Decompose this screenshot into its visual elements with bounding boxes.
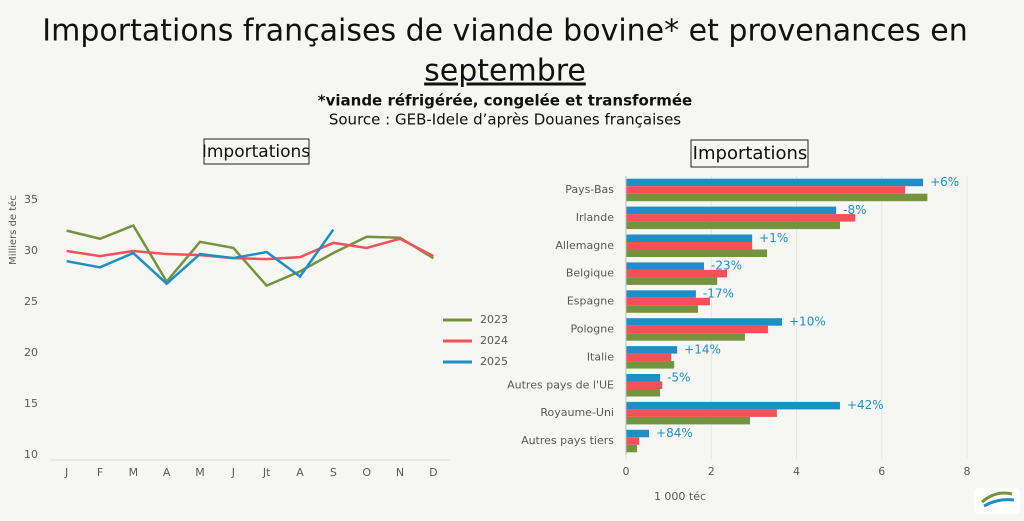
annotation: -8%: [843, 203, 866, 217]
subtitle: *viande réfrigérée, congelée et transfor…: [318, 92, 692, 110]
bar: [626, 346, 678, 354]
bar: [626, 353, 672, 362]
y-tick-label: 20: [24, 346, 38, 359]
y-tick-label: 10: [24, 448, 38, 461]
bar: [626, 305, 699, 313]
bar: [626, 381, 663, 389]
legend-label: 2025: [480, 355, 508, 368]
x-tick-label: M: [195, 466, 205, 479]
annotation: -17%: [703, 287, 734, 301]
x-tick-label: S: [330, 466, 337, 479]
line: [66, 237, 434, 261]
y-tick-label: Belgique: [566, 267, 614, 280]
legend-label: 2024: [480, 334, 508, 347]
bar: [626, 361, 675, 369]
y-tick-label: Espagne: [567, 295, 614, 308]
x-tick-label: Jt: [262, 466, 271, 479]
x-tick-label: 0: [623, 465, 630, 478]
x-tick-label: 8: [964, 465, 971, 478]
bar: [626, 333, 745, 341]
y-tick-label: 15: [24, 397, 38, 410]
chart-title: Importations: [202, 142, 310, 162]
x-tick-label: A: [296, 466, 304, 479]
heading-box: [203, 138, 310, 165]
y-tick-label: Allemagne: [555, 239, 614, 252]
logo: [974, 488, 1020, 514]
y-tick-label: 35: [24, 193, 38, 206]
annotation: +42%: [847, 398, 884, 412]
source: Source : GEB-Idele d’après Douanes franç…: [329, 111, 681, 129]
x-tick-label: F: [97, 466, 103, 479]
bar: [626, 429, 650, 438]
bar: [626, 234, 753, 242]
bar: [626, 297, 710, 306]
x-axis-title: 1 000 téc: [654, 490, 706, 503]
annotation: +10%: [789, 314, 826, 328]
logo-mark: [983, 498, 1015, 508]
annotation: +14%: [684, 342, 721, 356]
bar: [626, 318, 783, 326]
bar: [626, 401, 840, 410]
y-tick-label: Autres pays de l'UE: [507, 378, 614, 391]
logo-mark: [981, 491, 1013, 504]
bar: [626, 416, 751, 425]
bar: [626, 325, 768, 334]
bar: [626, 409, 777, 417]
annotation: +6%: [930, 175, 959, 189]
y-axis-title: Milliers de téc: [7, 195, 19, 265]
bar: [626, 437, 640, 445]
y-tick-label: Pays-Bas: [565, 183, 614, 196]
bar: [626, 277, 718, 285]
bar: [626, 242, 753, 250]
annotation: +84%: [656, 426, 693, 440]
line: [66, 228, 335, 286]
annotation: -5%: [667, 370, 690, 384]
y-tick-label: Italie: [587, 350, 614, 363]
legend-label: 2023: [480, 313, 508, 326]
title: Importations françaises de viande bovine…: [42, 14, 967, 49]
x-tick-label: 2: [708, 465, 715, 478]
x-tick-label: O: [362, 466, 371, 479]
y-tick-label: Autres pays tiers: [521, 434, 614, 447]
x-tick-label: D: [429, 466, 437, 479]
bar: [626, 206, 837, 215]
x-tick-label: N: [396, 466, 404, 479]
bar: [626, 178, 924, 187]
x-tick-label: 6: [878, 465, 885, 478]
bar: [626, 249, 768, 257]
x-tick-label: A: [163, 466, 171, 479]
x-tick-label: J: [64, 466, 68, 479]
bar: [626, 186, 906, 194]
title: septembre: [424, 54, 586, 89]
bar: [626, 193, 928, 202]
bar: [626, 269, 728, 278]
chart-title: Importations: [693, 143, 808, 164]
x-tick-label: M: [129, 466, 139, 479]
annotation: -23%: [711, 259, 742, 273]
y-tick-label: Pologne: [571, 322, 615, 335]
bar: [626, 374, 661, 382]
annotation: +1%: [759, 231, 788, 245]
bar: [626, 389, 661, 397]
bar: [626, 444, 638, 453]
x-tick-label: 4: [793, 465, 800, 478]
y-tick-label: Irlande: [576, 211, 615, 224]
heading-box: [690, 139, 809, 168]
x-tick-label: J: [231, 466, 235, 479]
bar: [626, 290, 696, 298]
bar: [626, 214, 856, 222]
y-tick-label: 25: [24, 295, 38, 308]
line: [66, 223, 434, 288]
bar: [626, 262, 705, 270]
bar: [626, 221, 840, 230]
y-tick-label: Royaume-Uni: [540, 406, 614, 419]
y-tick-label: 30: [24, 244, 38, 257]
